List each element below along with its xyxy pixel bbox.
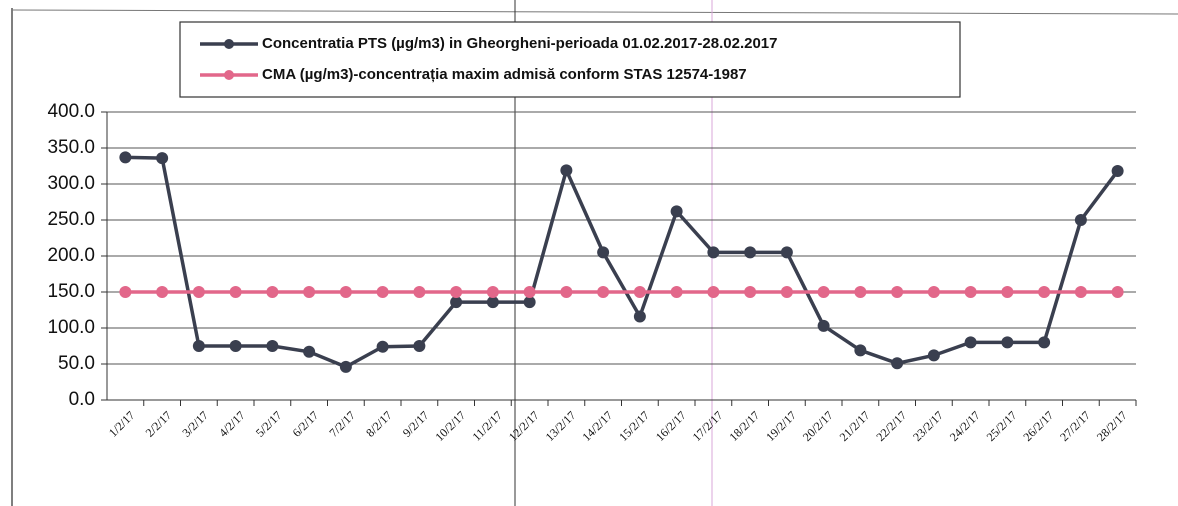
data-point [744,246,757,259]
data-point [376,286,389,298]
data-point [119,151,132,164]
data-point [780,246,793,259]
data-point [707,246,720,259]
legend-box [179,21,961,98]
data-point [964,286,977,298]
data-point [854,286,867,298]
data-point [1111,165,1124,178]
data-point [413,340,426,352]
data-point [303,345,316,358]
data-point [597,286,610,298]
data-point [744,286,757,298]
series-line [125,155,1120,369]
data-point [1001,336,1014,349]
legend-label: CMA (µg/m3)-concentrația maxim admisă co… [262,66,747,83]
data-point [376,340,389,353]
data-point [413,286,426,298]
data-point [339,360,352,373]
data-point [633,310,646,323]
data-point [229,286,242,298]
data-point [523,286,536,298]
data-point [266,286,279,298]
data-point [817,319,830,332]
data-point [597,246,610,259]
data-point [339,286,352,298]
legend-marker [224,39,234,49]
data-point [486,286,499,298]
data-point [450,296,463,309]
legend-label: Concentratia PTS (µg/m3) in Gheorgheni-p… [262,35,778,52]
data-point [560,286,573,298]
data-point [486,296,499,309]
data-point [854,344,867,357]
data-point [1074,214,1087,226]
data-point [1038,286,1051,298]
data-point [1001,286,1014,298]
data-point [927,349,940,362]
data-point [817,286,830,298]
data-point [1074,286,1087,298]
data-point [266,340,279,352]
y-tick-label: 150.0 [47,281,95,302]
data-point [927,286,940,298]
data-point [156,286,169,298]
y-tick-label: 200.0 [47,245,95,266]
frame-top [11,9,1178,15]
data-point [891,357,904,370]
data-point [891,286,904,298]
data-point [523,296,536,309]
data-point [192,340,205,352]
data-point [670,286,683,298]
y-tick-label: 100.0 [47,317,95,338]
data-point [303,286,316,298]
data-point [1111,286,1124,298]
data-point [229,340,242,352]
data-point [450,286,463,298]
data-point [780,286,793,298]
data-point [633,286,646,298]
data-point [670,205,683,218]
data-point [964,336,977,349]
y-tick-label: 350.0 [47,137,95,158]
data-point [560,164,573,177]
data-point [119,286,132,298]
data-point [192,286,205,298]
data-point [707,286,720,298]
y-tick-label: 250.0 [47,209,95,230]
data-point [1038,336,1051,349]
y-tick-label: 300.0 [47,173,95,194]
data-point [156,152,169,165]
y-tick-label: 0.0 [69,389,95,410]
legend-marker [224,70,234,80]
y-tick-label: 400.0 [47,101,95,122]
y-tick-label: 50.0 [58,353,95,374]
